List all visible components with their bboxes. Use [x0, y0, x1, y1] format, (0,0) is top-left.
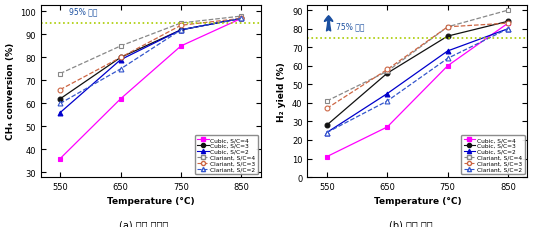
- Text: (a) 메탄 진환율: (a) 메탄 진환율: [119, 219, 168, 227]
- X-axis label: Temperature (°C): Temperature (°C): [374, 197, 461, 206]
- Legend: Cubic, S/C=4, Cubic, S/C=3, Cubic, S/C=2, Clariant, S/C=4, Clariant, S/C=3, Clar: Cubic, S/C=4, Cubic, S/C=3, Cubic, S/C=2…: [195, 135, 258, 174]
- Text: (b) 수소 수율: (b) 수소 수율: [389, 219, 432, 227]
- Text: 95% 이상: 95% 이상: [69, 7, 98, 16]
- Legend: Cubic, S/C=4, Cubic, S/C=3, Cubic, S/C=2, Clariant, S/C=4, Clariant, S/C=3, Clar: Cubic, S/C=4, Cubic, S/C=3, Cubic, S/C=2…: [462, 135, 524, 174]
- Text: 75% 이상: 75% 이상: [336, 22, 365, 31]
- Y-axis label: CH₄ conversion (%): CH₄ conversion (%): [5, 43, 14, 140]
- X-axis label: Temperature (°C): Temperature (°C): [107, 197, 195, 206]
- Y-axis label: H₂ yield (%): H₂ yield (%): [277, 62, 286, 121]
